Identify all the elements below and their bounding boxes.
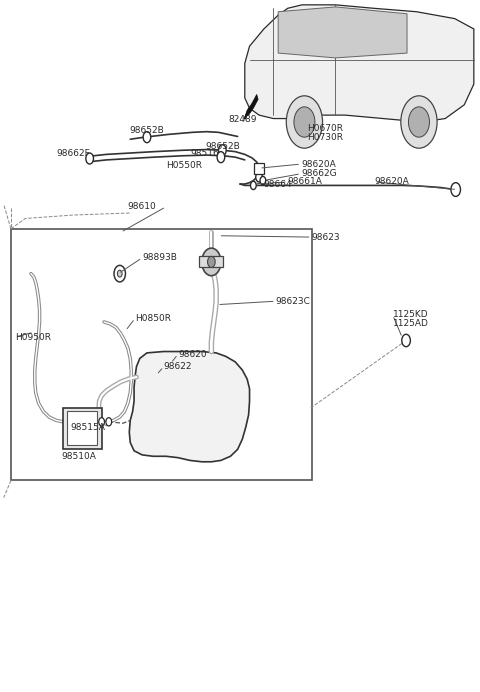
Circle shape	[251, 181, 256, 190]
Circle shape	[286, 95, 323, 148]
Text: 98662F: 98662F	[56, 149, 90, 158]
Polygon shape	[245, 5, 474, 122]
Circle shape	[256, 172, 263, 182]
Circle shape	[117, 270, 122, 277]
Text: 98893B: 98893B	[142, 253, 177, 262]
Text: 98610: 98610	[128, 202, 156, 211]
Circle shape	[402, 334, 410, 347]
Circle shape	[143, 131, 151, 143]
Text: 98664: 98664	[263, 179, 291, 188]
Text: H0850R: H0850R	[135, 314, 171, 323]
Text: 98516: 98516	[190, 149, 219, 158]
Circle shape	[114, 265, 125, 282]
Text: 1125AD: 1125AD	[393, 320, 429, 329]
Text: 98622: 98622	[164, 362, 192, 371]
Bar	[11, 229, 312, 480]
Text: 98620A: 98620A	[374, 177, 409, 186]
Bar	[199, 257, 223, 267]
Circle shape	[294, 107, 315, 137]
Polygon shape	[278, 7, 407, 58]
Text: H0670R: H0670R	[307, 125, 343, 134]
Circle shape	[202, 248, 221, 275]
Text: H0550R: H0550R	[166, 161, 202, 170]
Text: 98662G: 98662G	[301, 170, 336, 179]
Text: 82489: 82489	[228, 116, 257, 125]
Circle shape	[86, 153, 94, 164]
Circle shape	[99, 418, 105, 426]
Bar	[254, 163, 264, 174]
Circle shape	[106, 418, 112, 426]
Polygon shape	[129, 352, 250, 462]
Text: 98623: 98623	[312, 233, 340, 242]
Circle shape	[218, 145, 226, 156]
Circle shape	[217, 152, 225, 163]
Text: 98652B: 98652B	[205, 142, 240, 151]
Text: 98620A: 98620A	[301, 160, 336, 169]
Text: H0950R: H0950R	[15, 333, 51, 342]
Circle shape	[451, 183, 460, 197]
Text: 98620: 98620	[178, 349, 206, 358]
Text: 98515A: 98515A	[71, 423, 106, 432]
Bar	[63, 408, 102, 449]
Text: 98661A: 98661A	[288, 177, 323, 186]
Text: H0730R: H0730R	[307, 133, 343, 142]
Circle shape	[401, 95, 437, 148]
Bar	[67, 412, 97, 444]
Circle shape	[260, 176, 266, 185]
Polygon shape	[245, 94, 258, 117]
Text: 98652B: 98652B	[129, 127, 164, 136]
Text: 98510A: 98510A	[61, 452, 96, 461]
Circle shape	[408, 107, 430, 137]
Circle shape	[207, 257, 215, 267]
Text: 1125KD: 1125KD	[393, 311, 428, 320]
Text: 98623C: 98623C	[276, 297, 311, 306]
